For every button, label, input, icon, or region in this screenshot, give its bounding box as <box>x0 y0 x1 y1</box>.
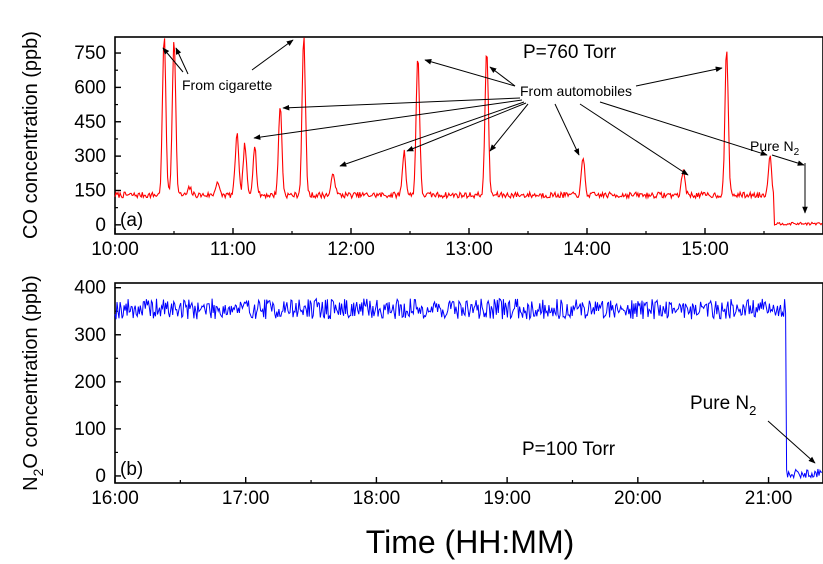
x-tick-label: 12:00 <box>327 239 375 260</box>
n2o-series-line <box>114 297 823 480</box>
y-tick-label: 0 <box>95 215 106 236</box>
y-tick-label: 600 <box>74 77 106 98</box>
y-tick-label: 300 <box>74 146 106 167</box>
y-tick-label: 450 <box>74 112 106 133</box>
panel-a-pure-n2-annotation: Pure N2 <box>750 138 800 158</box>
panel-a-label: (a) <box>120 210 143 231</box>
automobiles-annotation: From automobiles <box>520 83 632 99</box>
panel-b-axes: 16:00 17:00 18:00 19:00 20:00 21:00 0 100 200 300… <box>74 278 792 509</box>
panel-b-pure-n2-annotation: Pure N2 <box>690 393 756 418</box>
x-tick-label: 10:00 <box>91 239 139 260</box>
annotation-arrow <box>554 103 580 156</box>
x-tick-label: 14:00 <box>563 239 611 260</box>
panel-b-label: (b) <box>120 459 143 480</box>
x-tick-label: 21:00 <box>745 488 793 509</box>
panel-a: 10:00 11:00 12:00 13:00 14:00 15:00 0 150 300 450… <box>20 31 823 260</box>
x-tick-label: 15:00 <box>681 239 729 260</box>
annotation-arrow <box>635 66 723 87</box>
y-tick-label: 150 <box>74 180 106 201</box>
cigarette-annotation: From cigarette <box>182 77 272 93</box>
x-tick-label: 13:00 <box>445 239 493 260</box>
y-tick-label: 100 <box>74 419 106 440</box>
annotation-arrow <box>282 97 521 111</box>
x-tick-label: 20:00 <box>614 488 662 509</box>
annotation-arrow <box>489 66 516 87</box>
panel-a-y-axis-label: CO concentration (ppb) <box>20 31 42 239</box>
x-tick-label: 11:00 <box>210 239 256 260</box>
x-tick-label: 16:00 <box>91 488 139 509</box>
panel-a-condition: P=760 Torr <box>523 42 617 63</box>
annotation-arrow <box>251 39 294 71</box>
y-tick-label: 200 <box>74 372 106 393</box>
y-tick-label: 0 <box>95 466 106 487</box>
y-tick-label: 750 <box>74 43 106 64</box>
annotation-arrow <box>162 47 184 73</box>
x-tick-label: 17:00 <box>222 488 270 509</box>
panel-b-condition: P=100 Torr <box>522 439 616 460</box>
annotation-arrow <box>771 154 805 166</box>
annotation-arrow <box>175 47 189 75</box>
panel-b-y-axis-label: N2O concentration (ppb) <box>20 275 46 491</box>
panel-a-frame <box>114 36 823 235</box>
annotation-arrow <box>489 103 529 152</box>
co-series-line <box>114 37 823 227</box>
annotation-arrow <box>339 101 525 167</box>
y-tick-label: 300 <box>74 325 106 346</box>
x-tick-label: 18:00 <box>353 488 401 509</box>
annotation-arrow <box>767 420 816 464</box>
annotation-arrow <box>599 101 768 156</box>
annotation-arrow <box>579 103 689 176</box>
annotation-arrow <box>424 59 516 87</box>
x-tick-label: 19:00 <box>483 488 531 509</box>
annotation-arrow <box>253 99 523 140</box>
annotation-arrow <box>406 102 527 152</box>
panel-b-arrows <box>767 420 816 464</box>
x-axis-label: Time (HH:MM) <box>366 524 575 560</box>
panel-b: 16:00 17:00 18:00 19:00 20:00 21:00 0 100 200 300… <box>20 275 823 509</box>
panel-a-arrows <box>162 39 808 214</box>
y-tick-label: 400 <box>74 278 106 299</box>
panel-a-axes: 10:00 11:00 12:00 13:00 14:00 15:00 0 150 300 450… <box>74 43 765 260</box>
panel-b-frame <box>114 282 823 484</box>
